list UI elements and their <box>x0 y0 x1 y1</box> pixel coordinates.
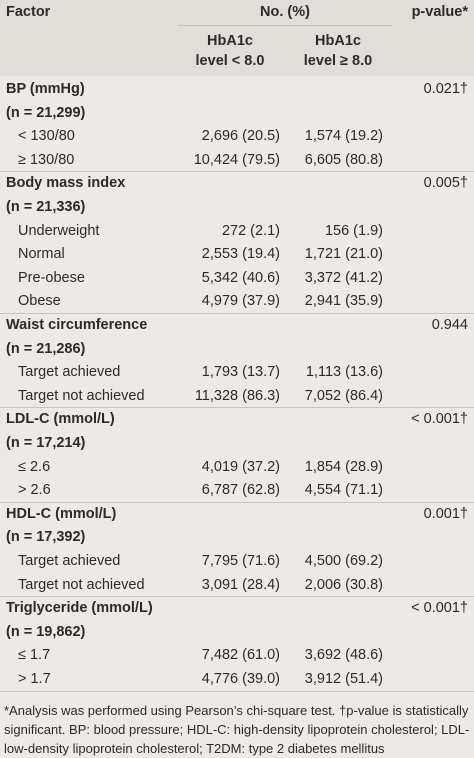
row-value-hba1c-below-8: 7,795 (71.6) <box>201 553 280 569</box>
row-value-hba1c-below-8: 4,776 (39.0) <box>201 671 280 687</box>
header-factor: Factor <box>6 4 51 20</box>
row-label: ≤ 1.7 <box>18 647 51 664</box>
row-value-hba1c-below-8: 6,787 (62.8) <box>201 482 280 499</box>
table-header: Factor No. (%) p-value* HbA1c level < 8.… <box>0 0 474 76</box>
row-value-hba1c-8-or-above: 6,605 (80.8) <box>304 151 383 168</box>
row-value-hba1c-8-or-above: 1,854 (28.9) <box>304 458 383 475</box>
group-divider <box>0 171 474 173</box>
group-n: (n = 21,299) <box>6 104 86 121</box>
group-title: Waist circumference <box>6 317 148 333</box>
row-label: > 2.6 <box>18 482 51 499</box>
row-value-hba1c-below-8: 2,696 (20.5) <box>201 128 280 145</box>
group-divider <box>0 596 474 598</box>
row-value-hba1c-below-8: 272 (2.1) <box>221 222 280 239</box>
row-value-hba1c-8-or-above: 1,721 (21.0) <box>304 246 383 263</box>
row-value-hba1c-below-8: 1,793 (13.7) <box>201 364 280 381</box>
row-label: Normal <box>18 246 65 263</box>
group-title: LDL-C (mmol/L) <box>6 411 115 428</box>
row-label: Target achieved <box>18 364 121 381</box>
row-value-hba1c-below-8: 10,424 (79.5) <box>193 151 280 168</box>
group-divider <box>0 690 474 692</box>
group-pvalue: 0.001† <box>423 505 468 522</box>
group-n: (n = 21,336) <box>6 199 86 215</box>
header-no-pct: No. (%) <box>260 4 310 20</box>
footnote-line-1: *Analysis was performed using Pearson’s … <box>4 703 469 718</box>
footnote-line-2: significant. BP: blood pressure; HDL-C: … <box>4 722 470 737</box>
row-value-hba1c-below-8: 4,979 (37.9) <box>201 293 280 310</box>
row-value-hba1c-8-or-above: 2,006 (30.8) <box>304 576 383 593</box>
row-value-hba1c-below-8: 3,091 (28.4) <box>201 576 280 593</box>
row-label: > 1.7 <box>18 671 51 687</box>
row-value-hba1c-below-8: 7,482 (61.0) <box>201 647 280 664</box>
group-divider <box>0 407 474 409</box>
row-label: ≤ 2.6 <box>18 458 51 475</box>
row-value-hba1c-8-or-above: 2,941 (35.9) <box>304 293 383 310</box>
group-divider <box>0 313 474 314</box>
group-title: Triglyceride (mmol/L) <box>6 600 153 617</box>
row-value-hba1c-8-or-above: 1,574 (19.2) <box>304 128 383 145</box>
footnote-line-3: low-density lipoprotein cholesterol; T2D… <box>4 741 385 756</box>
row-label: Pre-obese <box>18 269 85 286</box>
row-value-hba1c-8-or-above: 7,052 (86.4) <box>304 387 383 404</box>
row-label: Obese <box>18 293 61 310</box>
group-n: (n = 19,862) <box>6 623 86 640</box>
group-title: HDL-C (mmol/L) <box>6 505 117 522</box>
row-value-hba1c-8-or-above: 156 (1.9) <box>324 222 383 239</box>
footnote: *Analysis was performed using Pearson’s … <box>0 699 474 756</box>
header-col1-line2: level < 8.0 <box>195 53 265 69</box>
row-value-hba1c-8-or-above: 4,554 (71.1) <box>304 482 383 499</box>
group-n: (n = 17,214) <box>6 435 86 451</box>
group-divider <box>0 501 474 503</box>
row-label: Underweight <box>18 222 100 239</box>
row-label: Target achieved <box>18 553 121 569</box>
group-pvalue: 0.005† <box>423 175 468 192</box>
group-pvalue: 0.944 <box>431 317 468 333</box>
row-value-hba1c-8-or-above: 1,113 (13.6) <box>305 364 383 381</box>
header-col2-line2: level ≥ 8.0 <box>303 53 373 69</box>
row-label: ≥ 130/80 <box>18 151 75 168</box>
header-col2-line1: HbA1c <box>315 33 361 49</box>
header-pvalue: p-value* <box>411 4 468 20</box>
row-value-hba1c-below-8: 2,553 (19.4) <box>201 246 280 263</box>
row-value-hba1c-8-or-above: 4,500 (69.2) <box>304 553 383 569</box>
group-title: BP (mmHg) <box>6 81 85 97</box>
header-col1-line1: HbA1c <box>207 33 253 49</box>
row-value-hba1c-below-8: 4,019 (37.2) <box>201 458 280 475</box>
row-value-hba1c-8-or-above: 3,912 (51.4) <box>304 671 383 687</box>
row-value-hba1c-8-or-above: 3,372 (41.2) <box>304 269 383 286</box>
row-label: Target not achieved <box>18 387 145 404</box>
row-value-hba1c-8-or-above: 3,692 (48.6) <box>304 647 383 664</box>
group-pvalue: < 0.001† <box>411 411 468 428</box>
group-n: (n = 21,286) <box>6 340 86 357</box>
row-value-hba1c-below-8: 11,328 (86.3) <box>194 387 280 404</box>
row-label: < 130/80 <box>18 128 75 145</box>
row-value-hba1c-below-8: 5,342 (40.6) <box>201 269 280 286</box>
group-pvalue: 0.021† <box>423 81 468 97</box>
group-title: Body mass index <box>6 175 126 192</box>
header-subrule <box>178 25 392 26</box>
group-n: (n = 17,392) <box>6 529 86 546</box>
group-pvalue: < 0.001† <box>411 600 468 617</box>
row-label: Target not achieved <box>18 576 145 593</box>
